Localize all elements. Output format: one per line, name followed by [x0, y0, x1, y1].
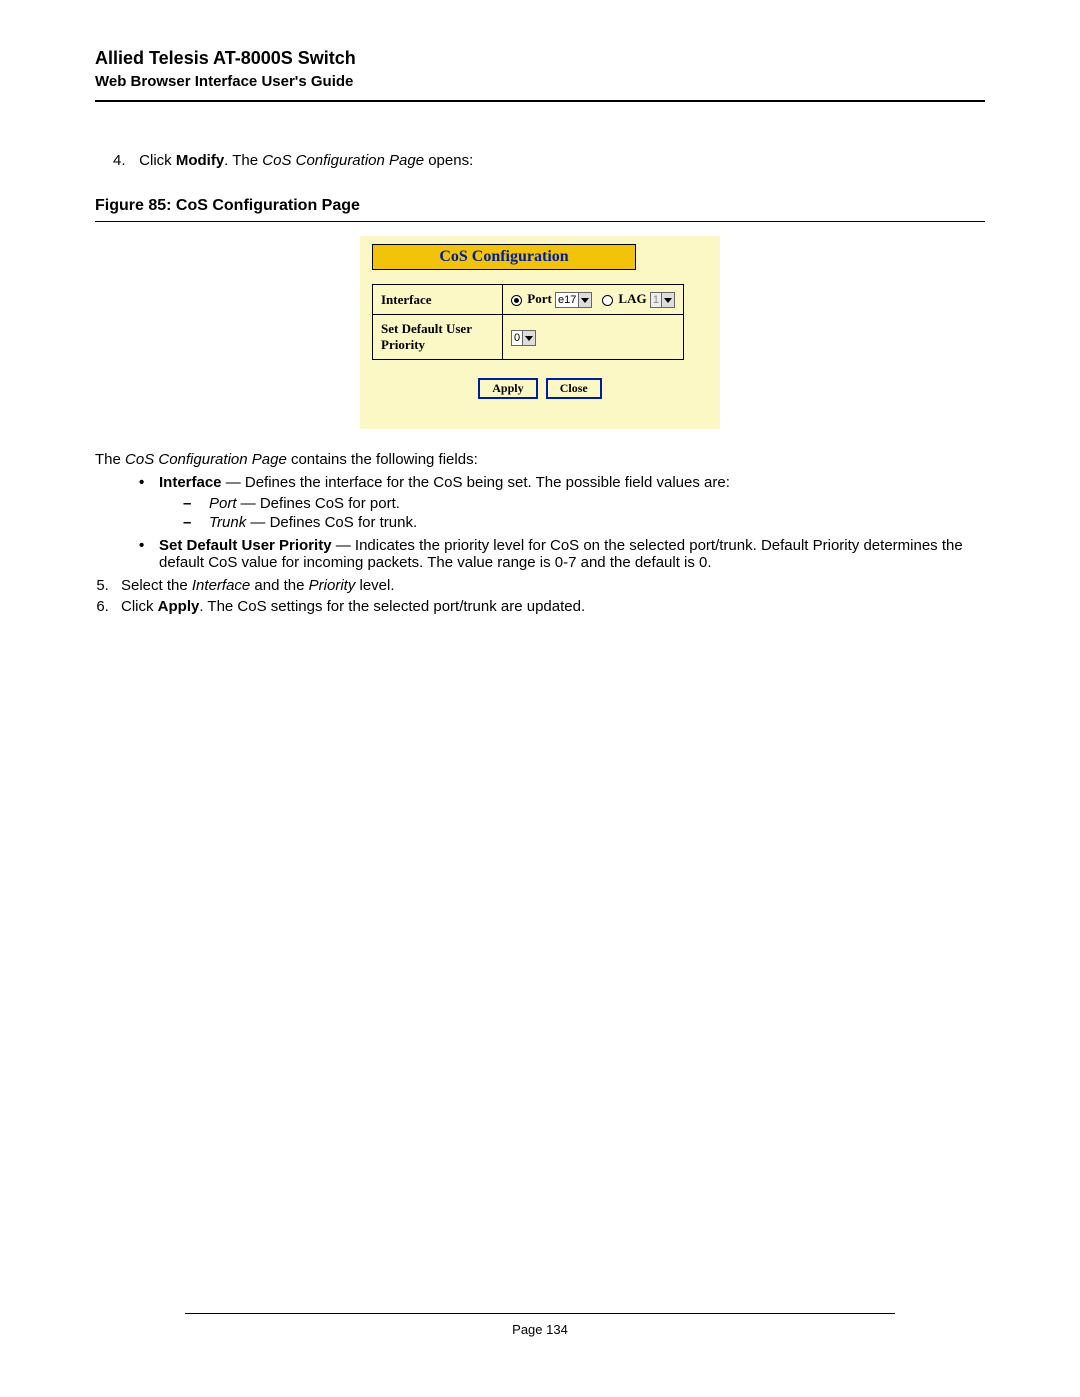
figure-rule: [95, 221, 985, 222]
intro-pre: The: [95, 451, 125, 468]
page-number: Page 134: [95, 1322, 985, 1337]
subfield-port-name: Port: [209, 495, 237, 512]
interface-controls: Port e17 LAG 1: [503, 285, 684, 315]
figure-caption: Figure 85: CoS Configuration Page: [95, 197, 985, 215]
step-5-priority: Priority: [309, 577, 356, 594]
lag-radio[interactable]: [602, 295, 613, 306]
priority-controls: 0: [503, 315, 684, 360]
step-6-pre: Click: [121, 598, 158, 615]
step-4-modify: Modify: [176, 152, 224, 169]
panel-title: CoS Configuration: [372, 244, 636, 270]
step-5: Select the Interface and the Priority le…: [113, 577, 985, 594]
footer-rule: [185, 1313, 895, 1314]
priority-select-arrow[interactable]: [523, 330, 536, 346]
subfield-trunk-name: Trunk: [209, 514, 246, 531]
subfield-trunk-desc: — Defines CoS for trunk.: [246, 514, 417, 531]
interface-label: Interface: [373, 285, 503, 315]
lag-select-arrow[interactable]: [662, 292, 675, 308]
cos-config-panel: CoS Configuration Interface Port e17 LAG…: [360, 236, 720, 429]
intro-pagename: CoS Configuration Page: [125, 451, 287, 468]
field-interface-desc: — Defines the interface for the CoS bein…: [222, 474, 730, 491]
step-5-post: level.: [355, 577, 394, 594]
step-4: 4. Click Modify. The CoS Configuration P…: [113, 152, 985, 169]
subfield-trunk: Trunk — Defines CoS for trunk.: [183, 514, 985, 531]
lag-select[interactable]: 1: [650, 292, 662, 308]
step-4-pagename: CoS Configuration Page: [262, 152, 424, 169]
step-5-interface: Interface: [192, 577, 250, 594]
port-label: Port: [527, 291, 552, 306]
port-select-arrow[interactable]: [579, 292, 592, 308]
subfield-port-desc: — Defines CoS for port.: [237, 495, 400, 512]
step-5-mid: and the: [250, 577, 308, 594]
step-4-text-post: opens:: [424, 152, 473, 169]
field-priority: Set Default User Priority — Indicates th…: [139, 537, 985, 571]
apply-button[interactable]: Apply: [478, 378, 537, 399]
doc-title: Allied Telesis AT-8000S Switch: [95, 48, 985, 69]
port-radio[interactable]: [511, 295, 522, 306]
subfield-port: Port — Defines CoS for port.: [183, 495, 985, 512]
step-6-post: . The CoS settings for the selected port…: [199, 598, 585, 615]
close-button[interactable]: Close: [546, 378, 602, 399]
step-5-pre: Select the: [121, 577, 192, 594]
field-interface-name: Interface: [159, 474, 222, 491]
field-interface: Interface — Defines the interface for th…: [139, 474, 985, 531]
lag-label: LAG: [618, 291, 646, 306]
priority-select[interactable]: 0: [511, 330, 523, 346]
header-rule: [95, 100, 985, 102]
step-6: Click Apply. The CoS settings for the se…: [113, 598, 985, 615]
intro-post: contains the following fields:: [287, 451, 478, 468]
priority-row: Set Default User Priority 0: [373, 315, 684, 360]
port-select[interactable]: e17: [555, 292, 579, 308]
step-4-number: 4.: [113, 152, 135, 169]
step-6-apply: Apply: [158, 598, 200, 615]
priority-label: Set Default User Priority: [373, 315, 503, 360]
step-4-text-mid: . The: [224, 152, 262, 169]
doc-subtitle: Web Browser Interface User's Guide: [95, 73, 985, 90]
step-4-text-pre: Click: [139, 152, 176, 169]
fields-intro: The CoS Configuration Page contains the …: [95, 451, 985, 468]
interface-row: Interface Port e17 LAG 1: [373, 285, 684, 315]
field-priority-name: Set Default User Priority: [159, 537, 332, 554]
config-table: Interface Port e17 LAG 1 Set Default Use…: [372, 284, 684, 360]
